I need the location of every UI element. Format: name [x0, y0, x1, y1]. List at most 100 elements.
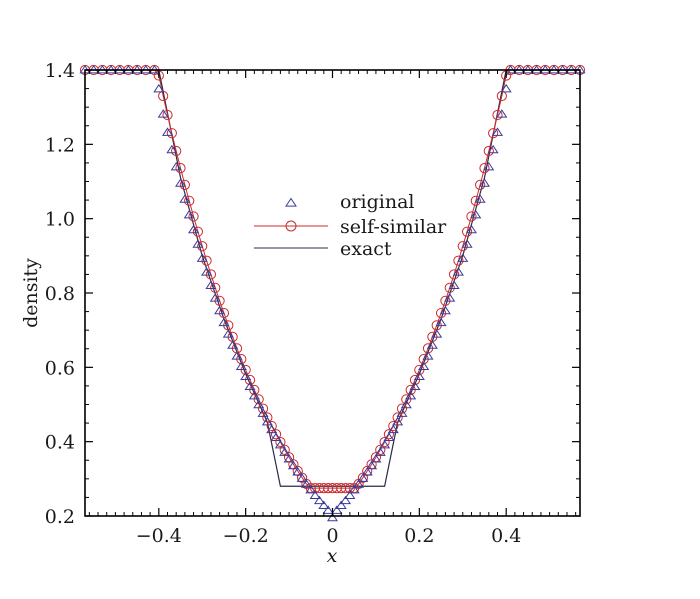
self-similar-point: [388, 420, 399, 432]
self-similar-point: [470, 195, 481, 206]
original-point: [387, 424, 399, 434]
self-similar-point: [331, 483, 342, 494]
original-point: [439, 305, 451, 315]
original-point: [170, 161, 182, 171]
original-point: [270, 432, 282, 441]
legend-label-exact: exact: [340, 238, 392, 260]
original-point: [487, 144, 499, 154]
original-point: [470, 209, 482, 219]
self-similar-point: [453, 255, 464, 266]
original-point: [426, 340, 438, 349]
y-tick-label: 0.6: [45, 357, 75, 379]
original-point: [261, 416, 273, 426]
self-similar-point: [336, 483, 347, 494]
self-similar-point: [435, 307, 447, 319]
data-layer: [79, 64, 586, 522]
self-similar-point: [475, 179, 486, 190]
y-tick-label: 0.8: [45, 283, 75, 305]
x-tick-label: 0: [326, 525, 338, 547]
legend-item-exact: exact: [254, 238, 392, 260]
original-point: [279, 447, 291, 456]
self-similar-point: [327, 483, 338, 494]
original-point: [474, 194, 486, 203]
self-similar-point: [323, 483, 334, 494]
y-tick-label: 1.0: [45, 209, 75, 231]
self-similar-point: [488, 128, 499, 139]
y-tick-label: 1.2: [45, 134, 75, 156]
original-point: [400, 399, 412, 409]
original-point: [240, 371, 252, 381]
self-similar-point: [483, 145, 494, 157]
original-point: [357, 473, 369, 482]
exact-series-line: [85, 69, 580, 487]
self-similar-point: [444, 282, 455, 293]
original-point: [183, 209, 195, 219]
original-point: [348, 484, 360, 494]
x-tick-label: −0.2: [223, 525, 269, 547]
self-similar-point: [188, 211, 199, 222]
original-point: [335, 500, 347, 509]
original-point: [431, 329, 443, 338]
original-point: [153, 83, 165, 93]
ticks-layer: −0.4 −0.2 0 0.2 0.4 0.2 0.4 0.6 0.8 1.0 1.2 1.4: [45, 60, 580, 547]
original-point: [326, 512, 339, 522]
original-point: [392, 416, 404, 426]
original-point: [248, 390, 260, 400]
self-similar-point: [175, 163, 186, 174]
original-point: [461, 239, 473, 248]
self-similar-point: [479, 163, 490, 174]
original-point: [192, 239, 204, 248]
original-point: [283, 454, 295, 463]
self-similar-point: [266, 420, 277, 432]
original-point: [500, 83, 512, 93]
y-axis-title: density: [20, 258, 42, 328]
self-similar-point: [270, 429, 282, 440]
original-point: [422, 351, 434, 360]
x-tick-label: 0.2: [404, 525, 434, 547]
self-similar-point: [375, 444, 386, 455]
original-point: [344, 490, 356, 499]
y-tick-label: 0.4: [45, 432, 75, 454]
original-point: [435, 317, 447, 327]
legend: original self-similar exact: [254, 191, 447, 260]
original-point: [478, 178, 490, 187]
self-similar-point: [466, 211, 477, 222]
y-tick-label: 1.4: [45, 60, 75, 82]
self-similar-point: [257, 403, 269, 414]
x-axis-title: x: [327, 545, 338, 567]
self-similar-point: [279, 444, 290, 455]
original-point: [287, 460, 299, 470]
original-point: [266, 424, 278, 434]
original-point: [396, 408, 408, 417]
original-point: [253, 399, 265, 409]
self-similar-point: [448, 269, 460, 280]
self-similar-point: [275, 436, 286, 448]
original-point: [196, 253, 208, 262]
original-point: [218, 317, 230, 327]
x-tick-label: 0.4: [491, 525, 521, 547]
self-similar-point: [205, 269, 217, 280]
x-tick-label: −0.4: [136, 525, 182, 547]
self-similar-point: [462, 226, 473, 237]
original-point: [179, 194, 191, 203]
original-point: [161, 127, 174, 136]
original-point: [374, 447, 386, 456]
original-point: [361, 467, 373, 476]
self-similar-point: [197, 241, 208, 252]
self-similar-point: [166, 128, 177, 139]
self-similar-point: [383, 429, 395, 440]
original-point: [296, 473, 308, 482]
self-similar-point: [457, 241, 468, 252]
legend-label-original: original: [340, 191, 414, 213]
self-similar-point: [379, 436, 390, 448]
original-point: [209, 293, 221, 302]
self-similar-point: [162, 109, 173, 121]
original-point: [353, 479, 365, 488]
original-point: [166, 144, 178, 154]
self-similar-point: [318, 483, 329, 494]
original-point: [300, 479, 312, 488]
self-similar-point: [192, 226, 203, 237]
original-point: [322, 505, 334, 514]
self-similar-series-line: [85, 69, 580, 489]
